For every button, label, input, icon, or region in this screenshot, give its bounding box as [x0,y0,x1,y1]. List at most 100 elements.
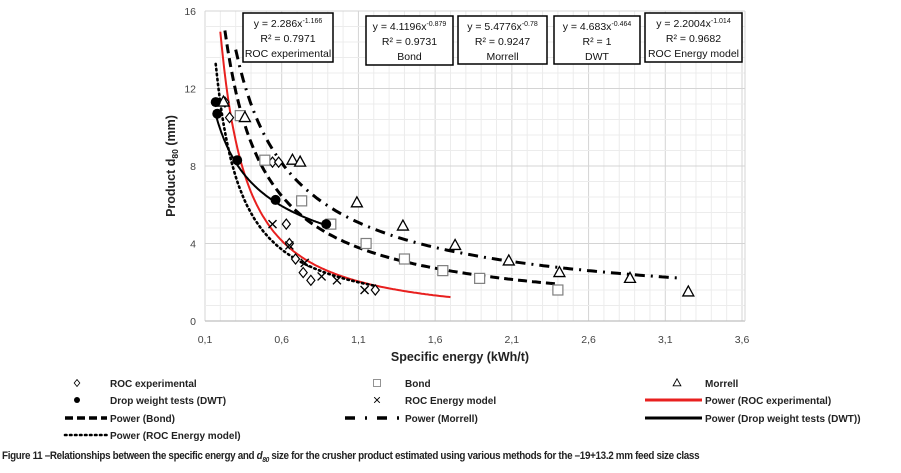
y-axis-title: Product d80 (mm) [164,115,180,217]
legend-marker-shape [74,397,80,403]
legend-label: Power (ROC Energy model) [110,431,241,442]
trendline-bond [223,30,559,286]
equation-text: y = 4.683x-0.464 [563,21,632,33]
equation-box: y = 2.286x-1.166 R² = 0.7971 ROC experimen… [242,12,334,63]
data-point-triangle [285,152,300,165]
legend-label: ROC Energy model [405,396,496,407]
equation-text: y = 2.286x-1.166 [254,18,323,30]
legend-item: Power (Morrell) [345,414,478,425]
r-squared-text: R² = 1 [583,36,612,48]
legend-item: ROC Energy model [373,396,496,407]
data-point-triangle [350,195,364,208]
data-point-diamond [281,218,292,231]
data-point-square [259,154,271,166]
legend-item: Power (Drop weight tests (DWT)) [645,414,861,425]
equation-box: y = 2.2004x-1.014 R² = 0.9682 ROC Energy m… [644,12,743,63]
equation-text: y = 4.1196x-0.879 [373,21,447,33]
trendline-dwt [214,114,329,227]
y-tick-label: 0 [190,316,196,328]
legend-marker-square [373,379,381,387]
r-squared-text: R² = 0.9731 [382,36,437,48]
data-point-diamond [273,156,284,169]
legend-item: Power (ROC Energy model) [63,431,241,442]
x-tick-label: 0,6 [274,334,289,346]
x-tick-label: 1,6 [428,334,443,346]
caption-suffix: size for the crusher product estimated u… [268,450,700,462]
legend-marker-shape [672,377,682,387]
equation-box-border [457,15,548,65]
caption-d: d [256,450,263,462]
figure-caption: Figure 11 –Relationships between the spe… [2,450,700,464]
equation-box: y = 4.683x-0.464 R² = 1 DWT [553,15,641,65]
data-point-triangle [681,284,695,297]
legend-marker-shape [373,396,381,404]
r-squared-text: R² = 0.9247 [475,36,530,48]
data-point-x [268,219,278,229]
x-tick-label: 0,1 [198,334,213,346]
data-point-x [300,258,310,268]
equation-box-border [553,15,641,65]
data-point-triangle [502,253,516,266]
data-point-x [317,271,327,281]
equation-box-border [365,15,454,66]
y-tick-label: 4 [190,239,196,251]
y-tick-label: 16 [184,6,196,18]
x-tick-label: 2,1 [505,334,520,346]
legend-label: Power (Morrell) [405,414,478,425]
legend-label: Bond [405,379,431,390]
data-point-x [360,285,370,295]
equation-box-label: Morrell [486,51,518,63]
trendline-roc-experimental [219,31,451,299]
equation-text: y = 5.4776x-0.78 [467,21,538,33]
equation-box-label: Bond [397,51,422,63]
caption-prefix: Figure 11 –Relationships between the spe… [2,450,257,462]
data-point-square [552,284,564,296]
data-point-triangle [216,94,231,107]
legend-item: Bond [373,379,431,390]
legend-marker-diamond [73,378,81,388]
data-point-diamond [306,274,316,287]
legend-label: Power (ROC experimental) [705,396,831,407]
data-point-square [474,272,486,284]
data-point-circle [270,194,281,205]
data-point-circle [321,219,332,230]
equation-box: y = 5.4776x-0.78 R² = 0.9247 Morrell [457,15,548,65]
x-axis-title: Specific energy (kWh/t) [391,350,529,364]
equation-box-label: DWT [585,51,609,63]
data-point-x [284,240,294,250]
data-point-diamond [290,253,301,265]
legend-label: Morrell [705,379,739,390]
data-point-x [332,275,342,285]
x-tick-label: 2,6 [581,334,596,346]
y-tick-label: 12 [184,84,196,96]
legend-label: ROC experimental [110,379,197,390]
x-tick-label: 1,1 [351,334,366,346]
equation-box-label: ROC Energy model [648,48,739,60]
data-point-triangle [238,110,252,123]
y-tick-label: 8 [190,161,196,173]
data-point-triangle [448,238,462,251]
data-point-diamond [370,284,381,296]
legend-marker-shape [73,378,81,388]
equation-box-label: ROC experimental [245,48,331,60]
data-point-square [360,237,372,250]
x-tick-label: 3,6 [735,334,750,346]
legend-item: ROC experimental [73,378,197,390]
r-squared-text: R² = 0.9682 [666,33,721,45]
data-point-square [296,195,308,207]
legend-label: Power (Bond) [110,414,175,425]
legend-marker-shape [373,379,381,387]
data-point-triangle [623,271,637,284]
data-point-square [437,265,449,277]
equation-box-border [644,12,743,63]
data-point-diamond [298,266,308,279]
data-point-diamond [224,111,235,124]
data-point-square [398,253,411,265]
r-squared-text: R² = 0.7971 [260,33,315,45]
legend-marker-circle [74,397,80,403]
legend-marker-x [373,396,381,404]
data-point-triangle [396,218,410,231]
equation-text: y = 2.2004x-1.014 [656,18,731,30]
trendline-roc-energy-model [214,62,376,287]
